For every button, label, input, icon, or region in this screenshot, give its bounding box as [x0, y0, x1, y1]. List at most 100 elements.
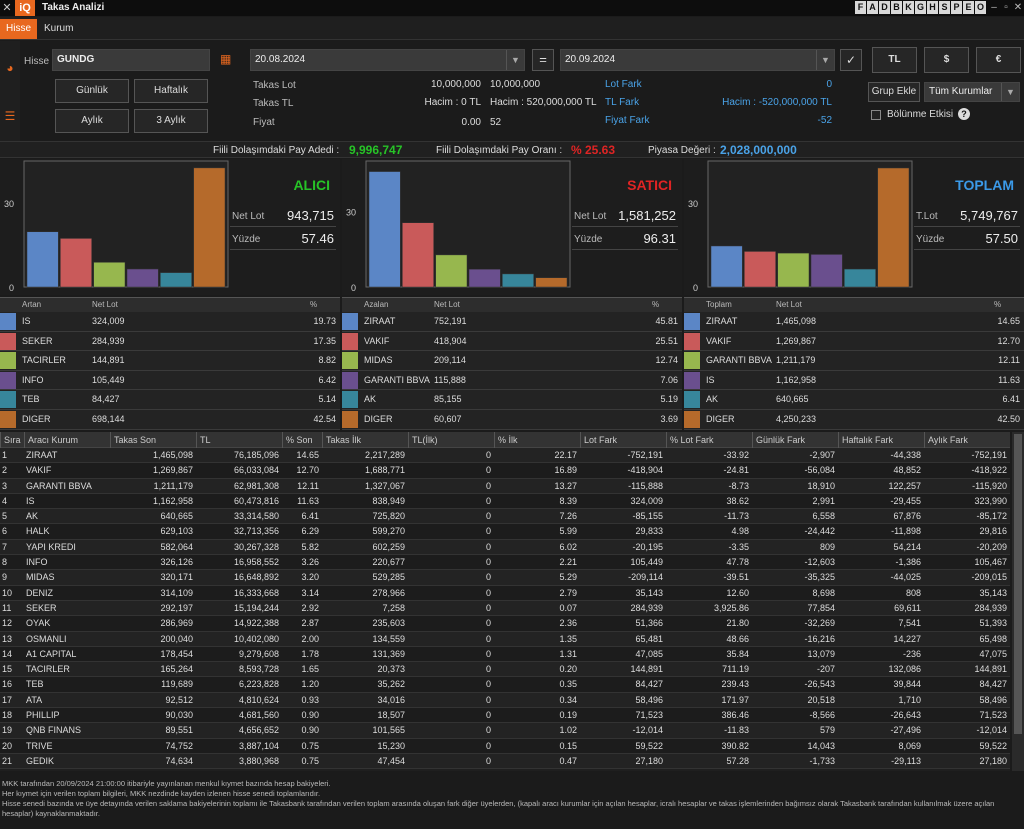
table-row[interactable]: TEB 84,427 5.14 [0, 390, 340, 410]
letter-button-h[interactable]: H [927, 1, 938, 14]
haftalik-button[interactable]: Haftalık [134, 79, 208, 103]
table-row[interactable]: 5 AK 640,665 33,314,580 6.41 725,820 0 7.26 -85,… [0, 509, 1010, 525]
pie-chart-icon[interactable]: ◕ [6, 61, 14, 75]
letter-button-g[interactable]: G [915, 1, 926, 14]
scrollbar-thumb[interactable] [1014, 434, 1022, 734]
letter-button-o[interactable]: O [975, 1, 986, 14]
window-close-icon[interactable]: ✕ [1013, 2, 1023, 13]
table-row[interactable]: 9 MIDAS 320,171 16,648,892 3.20 529,285 0 5.29 -… [0, 570, 1010, 586]
equals-button[interactable]: = [532, 49, 554, 71]
grup-ekle-button[interactable]: Grup Ekle [868, 82, 920, 102]
table-row[interactable]: 15 TACIRLER 165,264 8,593,728 1.65 20,373 0 0.2… [0, 662, 1010, 678]
col-header-2[interactable]: Takas Son [110, 432, 196, 448]
table-row[interactable]: 4 IS 1,162,958 60,473,816 11.63 838,949 0 8.39 3… [0, 493, 1010, 510]
currency-usd-button[interactable]: $ [924, 47, 969, 73]
maximize-icon[interactable]: ▫ [1004, 2, 1008, 13]
table-row[interactable]: 17 ATA 92,512 4,810,624 0.93 34,016 0 0.34 58,49… [0, 692, 1010, 709]
col-header-11[interactable]: Haftalık Fark [838, 432, 924, 448]
table-row[interactable]: 16 TEB 119,689 6,223,828 1.20 35,262 0 0.35 84,4… [0, 677, 1010, 693]
letter-button-e[interactable]: E [963, 1, 974, 14]
close-icon[interactable]: ✕ [2, 2, 12, 14]
col-header-1[interactable]: Aracı Kurum [24, 432, 110, 448]
letter-button-p[interactable]: P [951, 1, 962, 14]
table-row[interactable]: 14 A1 CAPITAL 178,454 9,279,608 1.78 131,369 0… [0, 646, 1010, 663]
table-row[interactable]: 18 PHILLIP 90,030 4,681,560 0.90 18,507 0 0.19 7… [0, 708, 1010, 724]
cell-8: 71,523 [635, 710, 663, 721]
letter-button-b[interactable]: B [891, 1, 902, 14]
letter-button-k[interactable]: K [903, 1, 914, 14]
chevron-down-icon[interactable]: ▼ [816, 50, 834, 70]
table-row[interactable]: 21 GEDIK 74,634 3,880,968 0.75 47,454 0 0.47 27,… [0, 753, 1010, 770]
help-icon[interactable]: ? [958, 108, 970, 120]
table-row[interactable]: INFO 105,449 6.42 [0, 370, 340, 391]
tab-kurum[interactable]: Kurum [44, 23, 74, 34]
table-row[interactable]: VAKIF 418,904 25.51 [342, 331, 682, 352]
col-header-12[interactable]: Aylık Fark [924, 432, 1010, 448]
row-pct: 17.35 [313, 335, 336, 346]
col-header-4[interactable]: % Son [282, 432, 322, 448]
col-header-10[interactable]: Günlük Fark [752, 432, 838, 448]
currency-eur-button[interactable]: € [976, 47, 1021, 73]
table-row[interactable]: MIDAS 209,114 12.74 [342, 351, 682, 371]
table-row[interactable]: AK 85,155 5.19 [342, 390, 682, 410]
cell-3: 3,880,968 [238, 755, 279, 766]
table-row[interactable]: 11 SEKER 292,197 15,194,244 2.92 7,258 0 0.07 28… [0, 600, 1010, 617]
table-row[interactable]: 1 ZIRAAT 1,465,098 76,185,096 14.65 2,217,289… [0, 448, 1010, 464]
date-to-select[interactable]: 20.09.2024 ▼ [560, 49, 835, 71]
table-row[interactable]: 8 INFO 326,126 16,958,552 3.26 220,677 0 2.21 10… [0, 555, 1010, 571]
calendar-icon[interactable]: ▦ [220, 52, 232, 66]
table-row[interactable]: AK 640,665 6.41 [684, 390, 1024, 410]
table-row[interactable]: SEKER 284,939 17.35 [0, 331, 340, 352]
kurum-select[interactable]: Tüm Kurumlar ▼ [924, 82, 1020, 102]
gunluk-button[interactable]: Günlük [55, 79, 129, 103]
table-row[interactable]: DIGER 60,607 3.69 [342, 409, 682, 430]
minimize-icon[interactable]: – [991, 2, 997, 13]
table-row[interactable]: IS 324,009 19.73 [0, 312, 340, 332]
check-button[interactable]: ✓ [840, 49, 862, 71]
date-from-select[interactable]: 20.08.2024 ▼ [250, 49, 525, 71]
col-header-9[interactable]: % Lot Fark [666, 432, 752, 448]
chevron-down-icon[interactable]: ▼ [1001, 83, 1019, 101]
menu-icon[interactable]: ☰ [4, 109, 16, 123]
chevron-down-icon[interactable]: ▼ [506, 50, 524, 70]
uc-aylik-button[interactable]: 3 Aylık [134, 109, 208, 133]
table-row[interactable]: 10 DENIZ 314,109 16,333,668 3.14 278,966 0 2.79… [0, 585, 1010, 601]
row-pct: 11.63 [998, 374, 1020, 385]
table-row[interactable]: 20 TRIVE 74,752 3,887,104 0.75 15,230 0 0.15 59,… [0, 738, 1010, 754]
table-row[interactable]: VAKIF 1,269,867 12.70 [684, 331, 1024, 352]
letter-button-a[interactable]: A [867, 1, 878, 14]
table-row[interactable]: 2 VAKIF 1,269,867 66,033,084 12.70 1,688,771 0… [0, 463, 1010, 479]
table-row[interactable]: ZIRAAT 752,191 45.81 [342, 312, 682, 332]
table-row[interactable]: 12 OYAK 286,969 14,922,388 2.87 235,603 0 2.36 5… [0, 616, 1010, 632]
col-header-3[interactable]: TL [196, 432, 282, 448]
col-header-5[interactable]: Takas İlk [322, 432, 408, 448]
letter-button-f[interactable]: F [855, 1, 866, 14]
letter-button-d[interactable]: D [879, 1, 890, 14]
table-row[interactable]: 3 GARANTI BBVA 1,211,179 62,981,308 12.11 1,3… [0, 478, 1010, 494]
aylik-button[interactable]: Aylık [55, 109, 129, 133]
tab-hisse[interactable]: Hisse [0, 19, 38, 39]
table-row[interactable]: GARANTI BBVA 1,211,179 12.11 [684, 351, 1024, 371]
table-row[interactable]: TACIRLER 144,891 8.82 [0, 351, 340, 371]
table-row[interactable]: 19 QNB FINANS 89,551 4,656,652 0.90 101,565 0 1… [0, 723, 1010, 739]
table-row[interactable]: DIGER 698,144 42.54 [0, 409, 340, 430]
table-row[interactable]: 7 YAPI KREDI 582,064 30,267,328 5.82 602,259 0… [0, 539, 1010, 556]
currency-tl-button[interactable]: TL [872, 47, 917, 73]
letter-button-s[interactable]: S [939, 1, 950, 14]
table-row[interactable]: DIGER 4,250,233 42.50 [684, 409, 1024, 430]
hisse-input[interactable]: GUNDG [52, 49, 210, 71]
table-scrollbar[interactable] [1012, 432, 1024, 771]
table-row[interactable]: 13 OSMANLI 200,040 10,402,080 2.00 134,559 0 1.… [0, 631, 1010, 647]
col-header-8[interactable]: Lot Fark [580, 432, 666, 448]
table-row[interactable]: GARANTI BBVA 115,888 7.06 [342, 370, 682, 391]
table-row[interactable]: IS 1,162,958 11.63 [684, 370, 1024, 391]
cell-6: 0 [485, 633, 491, 644]
col-header-0[interactable]: Sıra [0, 432, 24, 448]
stat-value: 1,581,252 [618, 208, 676, 223]
table-row[interactable]: 6 HALK 629,103 32,713,356 6.29 599,270 0 5.99 29… [0, 524, 1010, 540]
col-header-6[interactable]: TL(İlk) [408, 432, 494, 448]
col-header-7[interactable]: % İlk [494, 432, 580, 448]
table-row[interactable]: ZIRAAT 1,465,098 14.65 [684, 312, 1024, 332]
bolunme-checkbox[interactable] [871, 110, 881, 120]
cell-5: 47,454 [377, 755, 405, 766]
